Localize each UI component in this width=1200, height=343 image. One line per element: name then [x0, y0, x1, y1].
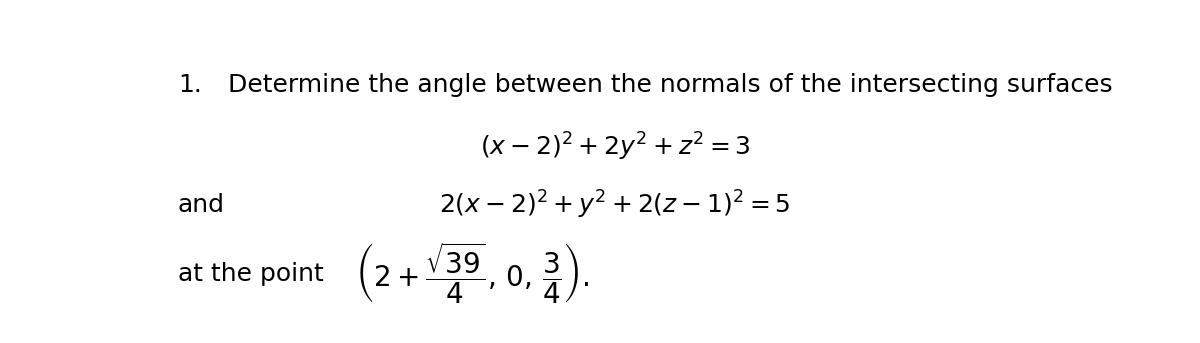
Text: and: and	[178, 193, 224, 217]
Text: $2(x - 2)^2 + y^2 + 2(z - 1)^2 = 5$: $2(x - 2)^2 + y^2 + 2(z - 1)^2 = 5$	[439, 189, 791, 221]
Text: $(x - 2)^2 + 2y^2 + z^2 = 3$: $(x - 2)^2 + 2y^2 + z^2 = 3$	[480, 131, 750, 163]
Text: $\left(2 + \dfrac{\sqrt{39}}{4},\, 0,\, \dfrac{3}{4}\right).$: $\left(2 + \dfrac{\sqrt{39}}{4},\, 0,\, …	[355, 241, 589, 306]
Text: at the point: at the point	[178, 262, 324, 286]
Text: 1.: 1.	[178, 73, 202, 97]
Text: Determine the angle between the normals of the intersecting surfaces: Determine the angle between the normals …	[228, 73, 1114, 97]
